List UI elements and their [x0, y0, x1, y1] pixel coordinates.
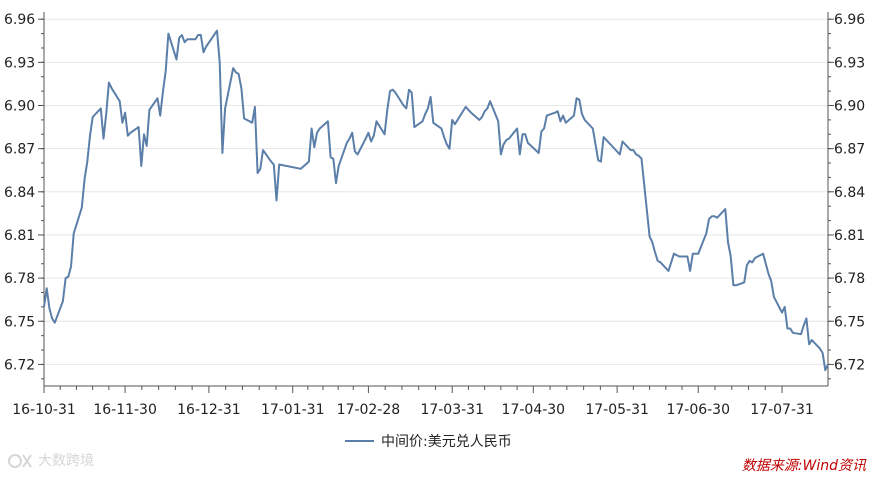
x-tick-label: 17-07-31: [750, 402, 814, 418]
y-axis-ticks: 6.72 6.72 6.75 6.75 6.78 6.78 6.81 6.81 6.84 6.84…: [4, 12, 865, 373]
x-tick-label: 17-02-28: [337, 402, 401, 418]
watermark-text: 大数跨境: [38, 453, 94, 469]
y-tick-label-right: 6.81: [834, 228, 865, 244]
x-tick-label: 16-10-31: [12, 402, 76, 418]
x-tick-label: 17-05-31: [585, 402, 649, 418]
y-tick-label-right: 6.78: [834, 271, 865, 287]
y-tick-label-left: 6.72: [4, 357, 35, 373]
gridlines: [44, 18, 828, 365]
y-tick-label-left: 6.81: [4, 228, 35, 244]
y-tick-label-left: 6.96: [4, 12, 35, 28]
y-tick-label-right: 6.93: [834, 55, 865, 71]
legend-label: 中间价:美元兑人民币: [381, 434, 512, 450]
x-tick-label: 16-12-31: [177, 402, 241, 418]
y-tick-label-right: 6.72: [834, 357, 865, 373]
series-layer: [43, 29, 829, 372]
y-tick-label-left: 6.84: [4, 185, 35, 201]
y-tick-label-right: 6.75: [834, 314, 865, 330]
source-note: 数据来源:Wind资讯: [741, 458, 866, 474]
watermark-logo-icon: [8, 454, 32, 468]
y-tick-label-left: 6.78: [4, 271, 35, 287]
x-tick-label: 17-01-31: [261, 402, 325, 418]
series-line: [43, 29, 829, 372]
watermark: 大数跨境: [8, 452, 94, 470]
y-tick-label-right: 6.90: [834, 99, 865, 115]
y-tick-label-right: 6.87: [834, 142, 865, 158]
y-tick-label-left: 6.93: [4, 55, 35, 71]
x-tick-label: 16-11-30: [93, 402, 157, 418]
legend: 中间价:美元兑人民币: [345, 434, 512, 450]
axes: [38, 12, 834, 393]
y-tick-label-right: 6.84: [834, 185, 865, 201]
y-tick-label-left: 6.87: [4, 142, 35, 158]
x-axis-ticks: 16-10-31 16-11-30 16-12-31 17-01-31 17-02-28…: [12, 402, 814, 418]
y-tick-label-left: 6.90: [4, 99, 35, 115]
x-tick-label: 17-04-30: [502, 402, 566, 418]
x-tick-label: 17-06-30: [666, 402, 730, 418]
x-tick-label: 17-03-31: [420, 402, 484, 418]
y-tick-label-right: 6.96: [834, 12, 865, 28]
y-tick-label-left: 6.75: [4, 314, 35, 330]
